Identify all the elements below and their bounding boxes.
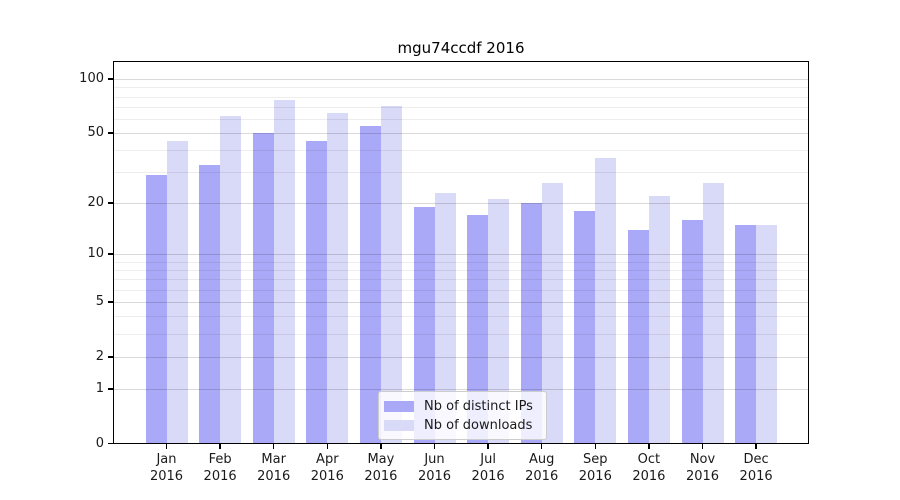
bar-distinct-ips-dec <box>735 224 757 444</box>
y-tick-50 <box>108 132 113 134</box>
bar-distinct-ips-jul <box>467 215 489 444</box>
y-tick-label-20: 20 <box>87 195 104 211</box>
x-tick-label-mar: Mar 2016 <box>257 451 291 484</box>
bar-downloads-oct <box>648 195 670 444</box>
y-tick-20 <box>108 202 113 204</box>
bar-distinct-ips-aug <box>520 203 542 444</box>
y-tick-2 <box>108 356 113 358</box>
gridline-major-5 <box>113 302 809 304</box>
bar-downloads-feb <box>220 116 242 444</box>
x-tick-label-dec: Dec 2016 <box>739 451 773 484</box>
x-tick-feb <box>219 443 221 449</box>
x-tick-oct <box>648 443 650 449</box>
bar-downloads-mar <box>273 99 295 444</box>
legend-item-distinct-ips: Nb of distinct IPs <box>384 398 538 414</box>
x-tick-sep <box>594 443 597 449</box>
x-tick-label-feb: Feb 2016 <box>203 451 237 484</box>
bar-distinct-ips-jun <box>413 206 435 444</box>
x-tick-label-sep: Sep 2016 <box>578 451 612 484</box>
y-tick-label-0: 0 <box>95 435 104 451</box>
bar-distinct-ips-apr <box>306 141 328 444</box>
gridline-major-1 <box>113 388 809 390</box>
gridline-major-2 <box>113 356 809 358</box>
x-tick-jun <box>433 443 436 449</box>
x-tick-label-jul: Jul 2016 <box>471 451 505 484</box>
gridline-minor-80 <box>113 96 809 98</box>
y-tick-label-10: 10 <box>87 246 104 262</box>
bar-distinct-ips-may <box>359 125 381 444</box>
gridline-minor-30 <box>113 172 809 174</box>
x-tick-jul <box>487 443 489 449</box>
bar-downloads-nov <box>702 183 724 444</box>
bar-distinct-ips-oct <box>627 229 649 444</box>
gridline-minor-8 <box>113 270 809 271</box>
y-tick-10 <box>108 253 113 255</box>
gridline-minor-60 <box>113 118 809 120</box>
bar-downloads-may <box>380 105 402 444</box>
y-tick-label-50: 50 <box>87 125 104 141</box>
gridline-minor-7 <box>113 279 809 281</box>
bar-distinct-ips-mar <box>252 133 274 444</box>
x-tick-label-apr: Apr 2016 <box>310 451 344 484</box>
x-tick-label-aug: Aug 2016 <box>525 451 559 484</box>
x-tick-apr <box>326 443 329 449</box>
legend-label-distinct-ips: Nb of distinct IPs <box>424 398 533 414</box>
legend: Nb of distinct IPs Nb of downloads <box>378 391 547 440</box>
bar-downloads-sep <box>595 158 617 444</box>
y-tick-5 <box>108 301 113 303</box>
gridline-major-10 <box>113 254 809 256</box>
bar-downloads-apr <box>327 112 349 444</box>
legend-label-downloads: Nb of downloads <box>424 417 533 433</box>
y-tick-label-100: 100 <box>79 71 104 87</box>
gridline-minor-90 <box>113 87 809 89</box>
y-tick-1 <box>108 388 113 390</box>
bar-downloads-dec <box>756 224 778 444</box>
gridline-minor-9 <box>113 261 809 263</box>
gridline-major-100 <box>113 79 809 81</box>
y-tick-100 <box>108 78 113 80</box>
bar-downloads-aug <box>541 183 563 444</box>
x-tick-nov <box>701 443 704 449</box>
x-tick-label-nov: Nov 2016 <box>685 451 720 484</box>
x-tick-label-may: May 2016 <box>364 451 398 484</box>
plot-area <box>113 61 809 444</box>
gridline-minor-4 <box>113 316 809 318</box>
gridline-minor-70 <box>113 106 809 108</box>
x-tick-label-jun: Jun 2016 <box>417 451 452 484</box>
legend-swatch-distinct-ips <box>384 400 414 412</box>
x-tick-may <box>380 443 382 449</box>
gridline-minor-3 <box>113 334 809 336</box>
x-tick-dec <box>755 443 757 449</box>
x-tick-jan <box>165 443 168 449</box>
bar-downloads-jul <box>488 199 510 444</box>
legend-swatch-downloads <box>384 419 414 431</box>
y-tick-label-1: 1 <box>95 380 104 396</box>
bar-distinct-ips-sep <box>574 211 596 444</box>
gridline-major-20 <box>113 203 809 205</box>
x-tick-aug <box>540 443 543 449</box>
chart-title: mgu74ccdf 2016 <box>397 39 525 57</box>
bar-distinct-ips-nov <box>681 219 703 444</box>
x-tick-label-oct: Oct 2016 <box>632 451 666 484</box>
bar-downloads-jun <box>434 192 456 444</box>
x-tick-label-jan: Jan 2016 <box>149 451 184 484</box>
y-tick-label-2: 2 <box>95 348 104 364</box>
gridline-minor-6 <box>113 289 809 291</box>
legend-item-downloads: Nb of downloads <box>384 417 538 433</box>
x-tick-mar <box>272 443 275 449</box>
bar-distinct-ips-jan <box>145 174 167 444</box>
bar-downloads-jan <box>166 141 188 444</box>
gridline-major-50 <box>113 133 809 135</box>
y-tick-label-5: 5 <box>95 294 104 310</box>
bar-distinct-ips-feb <box>199 165 221 444</box>
gridline-minor-40 <box>113 150 809 152</box>
y-tick-0 <box>108 442 113 445</box>
